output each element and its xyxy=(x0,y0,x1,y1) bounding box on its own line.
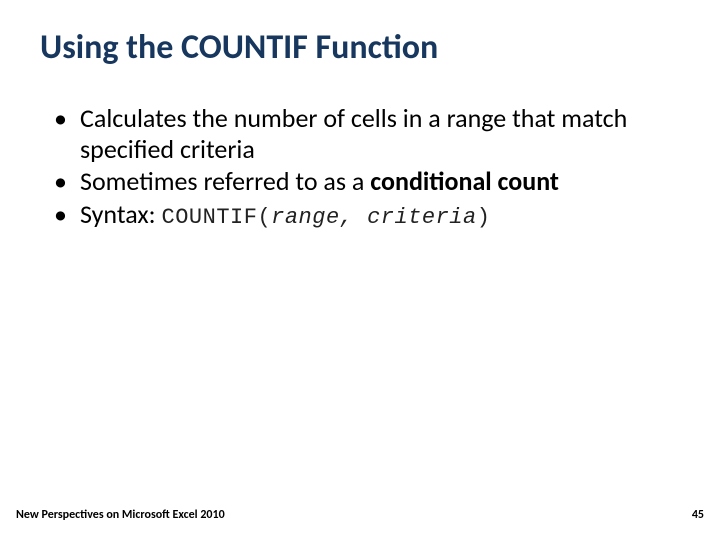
syntax-fn: COUNTIF( xyxy=(162,205,272,230)
syntax-close: ) xyxy=(477,205,491,230)
bullet-text: Sometimes referred to as a xyxy=(80,165,370,197)
bullet-text: Calculates the number of cells in a rang… xyxy=(80,102,627,165)
syntax-args: range, criteria xyxy=(271,205,477,230)
bullet-item: Calculates the number of cells in a rang… xyxy=(54,103,680,164)
syntax-code: COUNTIF(range, criteria) xyxy=(162,205,491,230)
slide-title: Using the COUNTIF Function xyxy=(40,28,680,67)
bullet-item: Sometimes referred to as a conditional c… xyxy=(54,166,680,197)
footer-text: New Perspectives on Microsoft Excel 2010 xyxy=(16,508,225,522)
bullet-bold: conditional count xyxy=(370,165,559,197)
bullet-item: Syntax: COUNTIF(range, criteria) xyxy=(54,199,680,231)
page-number: 45 xyxy=(692,508,704,522)
bullet-list: Calculates the number of cells in a rang… xyxy=(40,103,680,231)
bullet-text: Syntax: xyxy=(80,198,162,230)
slide: Using the COUNTIF Function Calculates th… xyxy=(0,0,720,540)
